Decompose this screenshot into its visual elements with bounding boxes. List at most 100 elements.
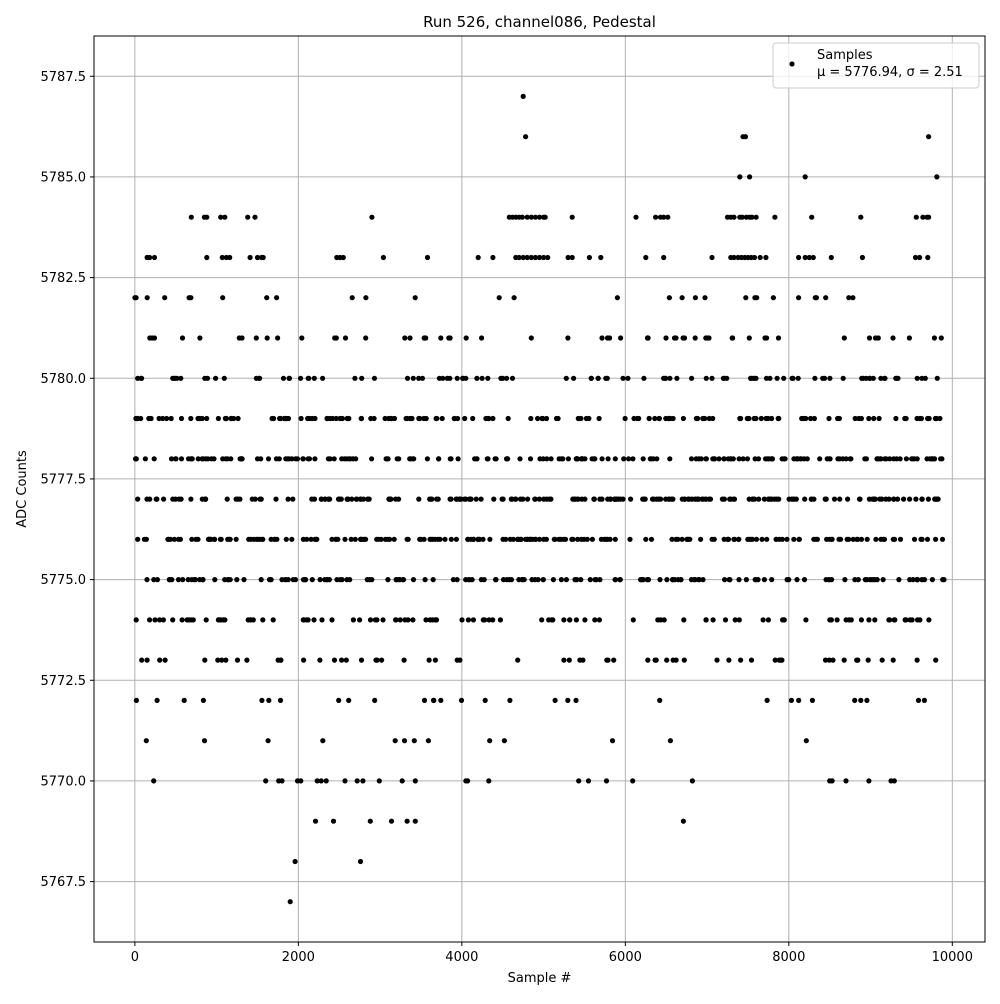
data-point <box>412 778 418 784</box>
data-point <box>331 456 337 462</box>
data-point <box>859 375 865 381</box>
data-point <box>298 778 304 784</box>
data-point <box>539 617 545 623</box>
data-point <box>167 536 173 542</box>
data-point <box>887 456 893 462</box>
data-point <box>252 496 258 502</box>
data-point <box>550 577 557 583</box>
data-point <box>850 536 856 542</box>
data-point <box>410 375 416 381</box>
data-point <box>135 536 141 542</box>
data-point <box>696 577 702 583</box>
data-point <box>219 657 225 663</box>
data-point <box>714 657 720 663</box>
data-point <box>925 254 931 261</box>
data-point <box>305 456 311 462</box>
data-point <box>424 456 430 462</box>
data-point <box>156 415 162 422</box>
data-point <box>909 617 915 623</box>
data-point <box>846 295 852 301</box>
data-point <box>664 657 670 663</box>
data-point <box>917 254 923 261</box>
data-point <box>454 657 460 663</box>
data-point <box>454 496 460 502</box>
data-point <box>374 617 380 623</box>
data-point <box>709 254 715 261</box>
data-point <box>871 415 877 422</box>
data-point <box>592 456 598 462</box>
data-point <box>404 375 411 381</box>
data-points <box>132 93 947 905</box>
data-point <box>721 496 728 502</box>
data-point <box>726 657 732 663</box>
data-point <box>469 577 475 583</box>
data-point <box>507 697 513 704</box>
data-point <box>447 456 453 462</box>
data-point <box>329 617 335 623</box>
data-point <box>528 415 534 422</box>
data-point <box>486 778 492 784</box>
data-point <box>893 415 899 422</box>
data-point <box>540 415 546 422</box>
data-point <box>309 496 315 502</box>
data-point <box>914 375 920 381</box>
data-point <box>497 617 503 623</box>
data-point <box>582 617 588 623</box>
data-point <box>447 496 453 502</box>
data-point <box>177 536 183 542</box>
data-point <box>154 577 160 583</box>
data-point <box>141 536 147 542</box>
data-point <box>641 375 647 381</box>
data-point <box>638 577 644 583</box>
data-point <box>343 657 349 663</box>
data-point <box>478 496 484 502</box>
data-point <box>748 375 754 381</box>
data-point <box>776 496 782 502</box>
data-point <box>418 536 424 542</box>
data-point <box>215 415 221 422</box>
data-point <box>829 536 835 542</box>
data-point <box>471 536 477 542</box>
data-point <box>578 577 584 583</box>
data-point <box>626 456 632 462</box>
data-point <box>710 456 716 462</box>
data-point <box>537 456 543 462</box>
data-point <box>144 295 150 301</box>
data-point <box>524 254 530 261</box>
data-point <box>178 496 184 502</box>
data-point <box>292 858 298 865</box>
data-point <box>886 617 892 623</box>
data-point <box>627 536 633 542</box>
data-point <box>710 415 716 422</box>
data-point <box>525 496 531 502</box>
data-point <box>411 456 417 462</box>
data-point <box>147 254 153 261</box>
data-point <box>748 657 755 663</box>
data-point <box>891 456 897 462</box>
data-point <box>799 415 805 422</box>
data-point <box>596 415 602 422</box>
data-point <box>769 415 775 422</box>
data-point <box>574 456 580 462</box>
data-point <box>455 415 461 422</box>
data-point <box>769 456 775 462</box>
data-point <box>485 375 491 381</box>
data-point <box>367 617 374 623</box>
data-point <box>858 697 864 704</box>
y-axis-label: ADC Counts <box>15 450 30 528</box>
data-point <box>692 335 698 341</box>
data-point <box>895 375 901 381</box>
data-point <box>737 174 743 180</box>
data-point <box>402 335 408 341</box>
data-point <box>753 536 760 542</box>
data-point <box>827 617 833 623</box>
data-point <box>277 415 283 422</box>
data-point <box>939 536 946 542</box>
data-point <box>914 577 921 583</box>
data-point <box>191 577 197 583</box>
data-point <box>670 657 676 663</box>
data-point <box>680 818 687 824</box>
data-point <box>722 577 728 583</box>
data-point <box>160 617 166 623</box>
data-point <box>802 254 808 261</box>
